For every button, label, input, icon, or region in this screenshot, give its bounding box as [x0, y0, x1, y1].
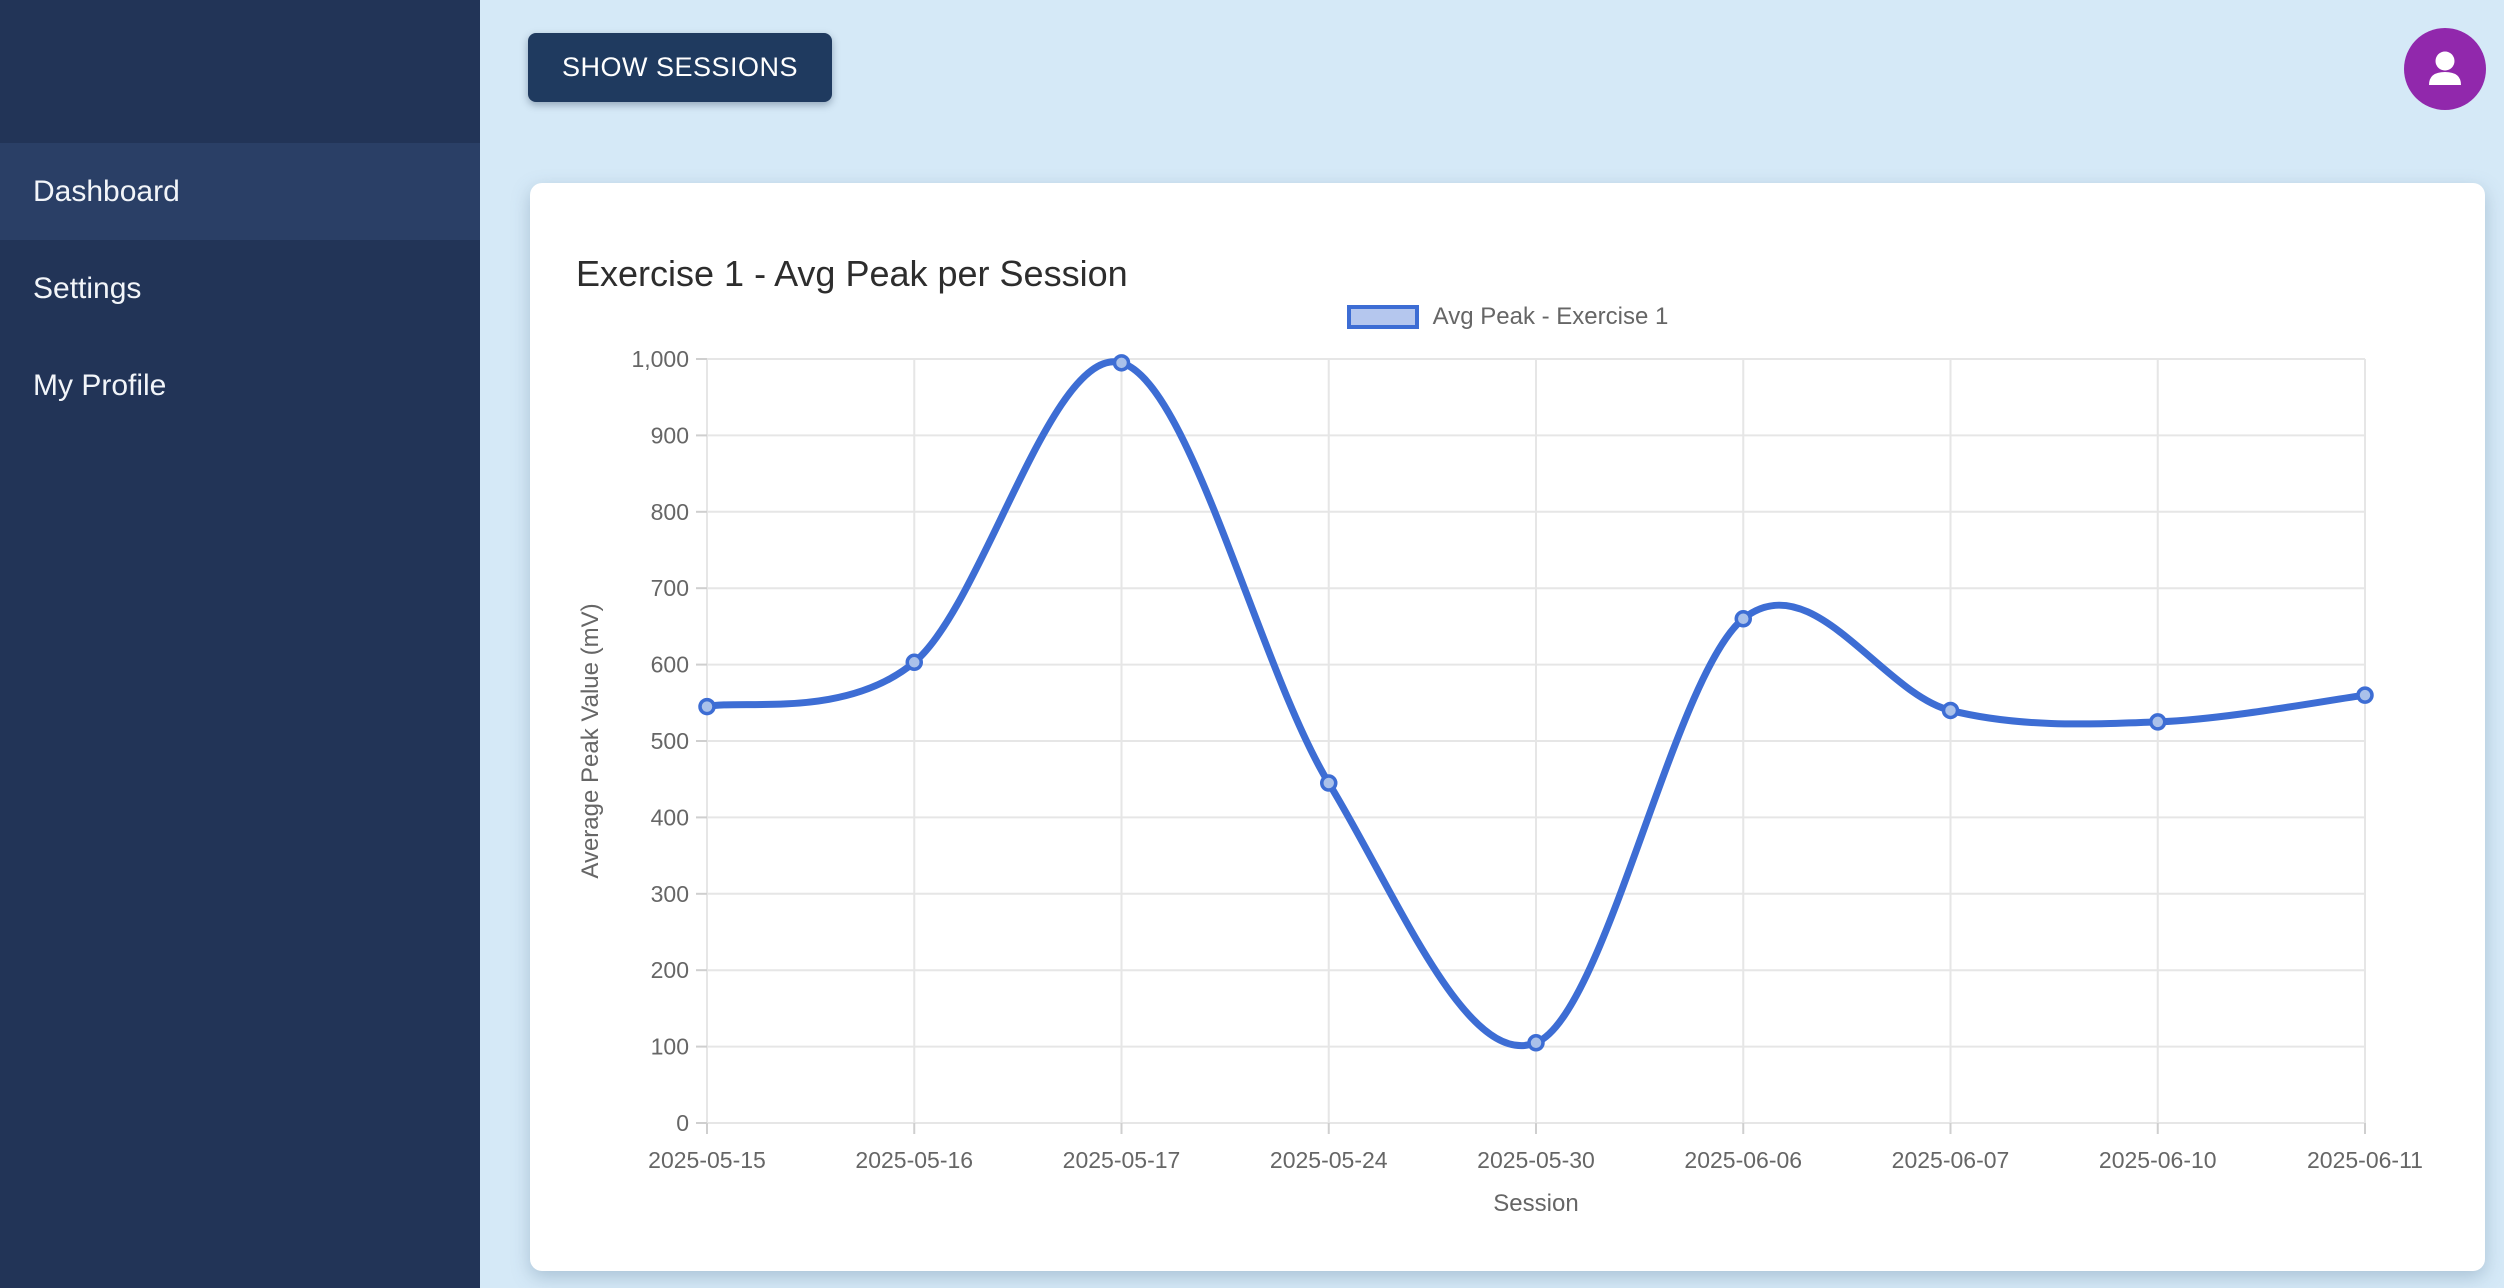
gridlines: [706, 358, 2366, 1124]
svg-text:2025-05-15: 2025-05-15: [648, 1147, 766, 1173]
svg-text:2025-06-07: 2025-06-07: [1892, 1147, 2010, 1173]
svg-text:100: 100: [651, 1034, 689, 1060]
legend-swatch: [1346, 305, 1419, 329]
svg-text:800: 800: [651, 499, 689, 525]
svg-text:400: 400: [651, 804, 689, 830]
sidebar-item-my-profile[interactable]: My Profile: [0, 337, 480, 434]
sidebar: Dashboard Settings My Profile: [0, 0, 480, 1288]
svg-text:1,000: 1,000: [631, 346, 689, 372]
data-line: [703, 358, 2369, 1049]
svg-text:2025-06-06: 2025-06-06: [1684, 1147, 1802, 1173]
svg-text:0: 0: [676, 1110, 689, 1136]
y-axis-title: Average Peak Value (mV): [577, 603, 604, 878]
svg-text:600: 600: [651, 652, 689, 678]
axis-titles: Session Average Peak Value (mV): [577, 603, 1579, 1217]
avatar[interactable]: [2404, 28, 2486, 110]
sidebar-item-dashboard[interactable]: Dashboard: [0, 143, 480, 240]
svg-text:500: 500: [651, 728, 689, 754]
svg-text:2025-05-24: 2025-05-24: [1270, 1147, 1388, 1173]
sidebar-item-label: Settings: [33, 271, 142, 305]
y-axis-labels: 0 100 200 300 400 500 600 700 800 900 1,000: [631, 346, 689, 1136]
chart-legend-item[interactable]: Avg Peak - Exercise 1: [530, 303, 2485, 331]
svg-text:2025-06-10: 2025-06-10: [2099, 1147, 2217, 1173]
svg-text:2025-05-30: 2025-05-30: [1477, 1147, 1595, 1173]
x-axis-labels: 2025-05-15 2025-05-16 2025-05-17 2025-05-24…: [648, 1147, 2423, 1173]
chart-title: Exercise 1 - Avg Peak per Session: [576, 252, 1128, 294]
user-icon: [2429, 51, 2461, 85]
svg-text:900: 900: [651, 422, 689, 448]
sidebar-nav: Dashboard Settings My Profile: [0, 143, 480, 434]
sidebar-item-label: Dashboard: [33, 174, 180, 208]
line-chart-canvas: 0 100 200 300 400 500 600 700 800 900 1,000 2025-05…: [577, 346, 2423, 1217]
svg-text:2025-05-16: 2025-05-16: [855, 1147, 973, 1173]
show-sessions-button[interactable]: SHOW SESSIONS: [528, 33, 833, 102]
svg-text:2025-05-17: 2025-05-17: [1063, 1147, 1181, 1173]
x-axis-title: Session: [1493, 1190, 1578, 1217]
svg-text:2025-06-11: 2025-06-11: [2307, 1147, 2423, 1173]
axis-ticks: [696, 358, 2366, 1134]
data-points[interactable]: [698, 354, 2374, 1052]
chart-card: Exercise 1 - Avg Peak per Session Avg Pe…: [530, 183, 2485, 1271]
svg-text:200: 200: [651, 957, 689, 983]
svg-text:300: 300: [651, 881, 689, 907]
sidebar-item-settings[interactable]: Settings: [0, 240, 480, 337]
svg-text:700: 700: [651, 575, 689, 601]
legend-label: Avg Peak - Exercise 1: [1432, 303, 1669, 330]
sidebar-item-label: My Profile: [33, 368, 167, 402]
